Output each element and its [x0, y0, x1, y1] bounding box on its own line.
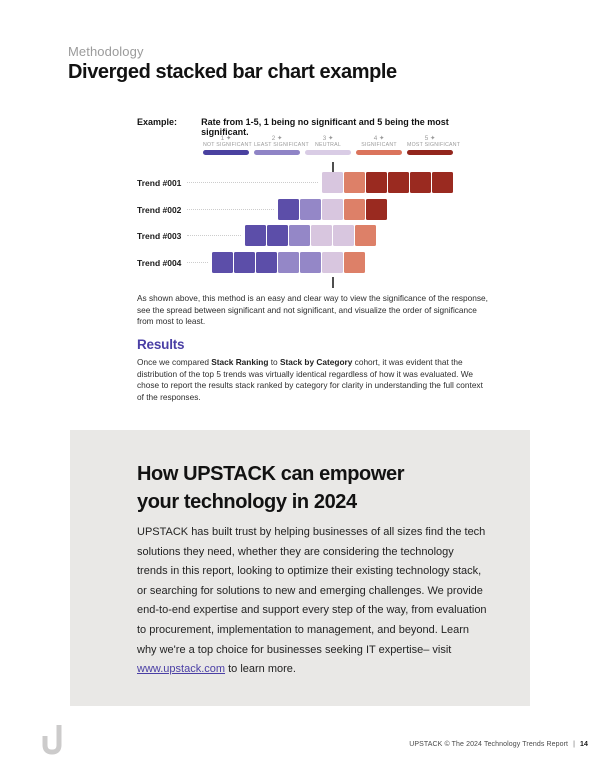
bar-block-rating-1 [234, 251, 255, 273]
footer-page-number: 14 [580, 741, 588, 748]
results-bold-stack-by-category: Stack by Category [279, 357, 353, 367]
legend-number: 2 ✦ [271, 135, 283, 142]
trend-row-1: Trend #001 [137, 172, 482, 193]
promo-text-before-link: UPSTACK has built trust by helping busin… [137, 526, 487, 656]
bar-block-rating-5 [388, 172, 409, 193]
legend-label: MOST SIGNIFICANT [407, 142, 461, 148]
trend-label: Trend #003 [137, 231, 182, 242]
legend-label: NEUTRAL [315, 142, 341, 148]
chart-caption: As shown above, this method is an easy a… [137, 293, 488, 327]
chart-example-text: Rate from 1-5, 1 being no significant an… [201, 117, 449, 137]
chart-example-row: Example: Rate from 1-5, 1 being no signi… [137, 117, 482, 137]
chart-center-tick-top [332, 162, 334, 173]
bar-block-rating-3 [333, 225, 354, 247]
trend-label: Trend #004 [137, 257, 182, 268]
bar-block-rating-2 [278, 251, 299, 273]
legend-label: NOT SIGNIFICANT [203, 142, 252, 148]
upstack-logo [36, 721, 68, 766]
trend-label: Trend #001 [137, 178, 182, 188]
legend-swatch [254, 150, 300, 155]
promo-heading: How UPSTACK can empower your technology i… [137, 460, 405, 516]
chart-rows: Trend #001 Trend #002 Trend #003 Trend #004 [137, 172, 482, 277]
leader-line [187, 182, 318, 183]
legend-number: 3 ✦ [322, 135, 334, 142]
bar-block-rating-3 [322, 198, 343, 220]
bar-block-rating-1 [245, 225, 266, 247]
promo-heading-line1: How UPSTACK can empower [137, 463, 405, 485]
legend-swatch [203, 150, 249, 155]
legend-swatch [407, 150, 453, 155]
legend-label: LEAST SIGNIFICANT [254, 142, 309, 148]
promo-text-after-link: to learn more. [225, 663, 296, 676]
footer: UPSTACK © The 2024 Technology Trends Rep… [409, 741, 588, 748]
results-text-1: Once we compared [137, 357, 212, 367]
bar-block-rating-4 [344, 198, 365, 220]
legend-item-1: 1 ✦ NOT SIGNIFICANT [203, 135, 252, 155]
legend-item-2: 2 ✦ LEAST SIGNIFICANT [254, 135, 309, 155]
bar-block-rating-4 [344, 251, 365, 273]
legend-item-5: 5 ✦ MOST SIGNIFICANT [407, 135, 461, 155]
bar-block-rating-1 [212, 251, 233, 273]
results-text-3: cohort, it was evident that the distribu… [137, 357, 483, 402]
trend-row-3: Trend #003 [137, 225, 482, 247]
promo-paragraph: UPSTACK has built trust by helping busin… [137, 523, 487, 680]
trend-row-2: Trend #002 [137, 198, 482, 220]
footer-report-text: UPSTACK © The 2024 Technology Trends Rep… [409, 741, 569, 748]
leader-line [187, 261, 208, 263]
bar-block-rating-1 [256, 251, 277, 273]
results-paragraph: Once we compared Stack Ranking to Stack … [137, 357, 489, 403]
legend-item-4: 4 ✦ SIGNIFICANT [356, 135, 402, 155]
legend-label: SIGNIFICANT [361, 142, 397, 148]
bar-block-rating-5 [366, 172, 387, 193]
leader-line [187, 235, 241, 237]
promo-heading-line2: your technology in 2024 [137, 491, 357, 513]
section-eyebrow: Methodology [68, 44, 144, 59]
bar-block-rating-2 [300, 198, 321, 220]
diverged-stacked-bar-chart: Example: Rate from 1-5, 1 being no signi… [137, 117, 482, 295]
bar-block-rating-1 [267, 225, 288, 247]
bar-block-rating-5 [432, 172, 453, 193]
bar-block-rating-2 [289, 225, 310, 247]
upstack-promo-box: How UPSTACK can empower your technology i… [70, 430, 530, 706]
bar-block-rating-3 [311, 225, 332, 247]
bar-block-rating-4 [344, 172, 365, 193]
results-bold-stack-ranking: Stack Ranking [211, 357, 269, 367]
bar-block-rating-5 [410, 172, 431, 193]
bar-block-rating-1 [278, 198, 299, 220]
bar-block-rating-3 [322, 251, 343, 273]
trend-label: Trend #002 [137, 204, 182, 215]
page-title: Diverged stacked bar chart example [68, 61, 397, 83]
legend-swatch [305, 150, 351, 155]
results-text-2: to [268, 357, 280, 367]
bar-block-rating-2 [300, 251, 321, 273]
bar-block-rating-3 [322, 172, 343, 193]
legend-number: 4 ✦ [373, 135, 385, 142]
chart-center-tick-bottom [332, 277, 334, 288]
upstack-u-mark [42, 725, 62, 755]
legend-number: 1 ✦ [220, 135, 232, 142]
legend-number: 5 ✦ [424, 135, 436, 142]
trend-row-4: Trend #004 [137, 251, 482, 273]
bar-block-rating-5 [366, 198, 387, 220]
footer-separator: | [573, 741, 575, 748]
results-heading: Results [137, 337, 185, 352]
bar-block-rating-4 [355, 225, 376, 247]
chart-example-label: Example: [137, 117, 178, 127]
legend-item-3: 3 ✦ NEUTRAL [305, 135, 351, 155]
upstack-link[interactable]: www.upstack.com [137, 663, 226, 676]
leader-line [187, 208, 274, 210]
legend-swatch [356, 150, 402, 155]
chart-legend: 1 ✦ NOT SIGNIFICANT 2 ✦ LEAST SIGNIFICANT 3 … [203, 135, 461, 155]
